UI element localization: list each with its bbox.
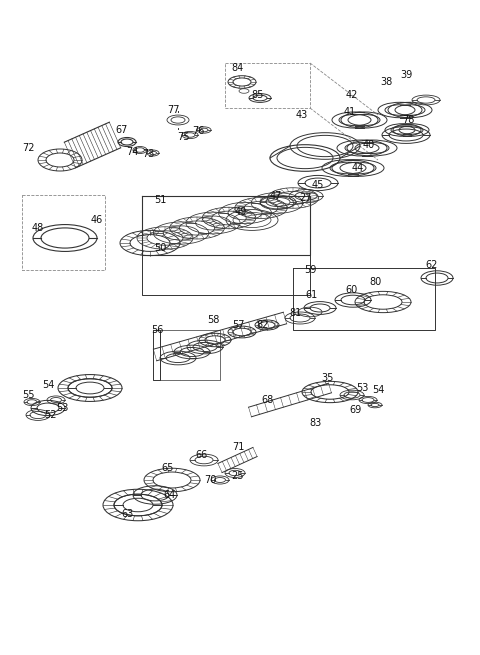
Text: 50: 50: [154, 243, 166, 253]
Text: 38: 38: [380, 77, 392, 87]
Text: 57: 57: [232, 320, 244, 330]
Text: 51: 51: [154, 195, 166, 205]
Text: 25: 25: [231, 471, 243, 481]
Text: 82: 82: [257, 320, 269, 330]
Text: 46: 46: [91, 215, 103, 225]
Text: 65: 65: [162, 463, 174, 473]
Text: 40: 40: [363, 140, 375, 150]
Text: 61: 61: [305, 290, 317, 300]
Text: 39: 39: [400, 70, 412, 80]
Text: 59: 59: [304, 265, 316, 275]
Text: 84: 84: [231, 63, 243, 73]
Text: 77: 77: [167, 105, 179, 115]
Text: 53: 53: [356, 383, 368, 393]
Text: 49: 49: [235, 207, 247, 217]
Text: 85: 85: [252, 90, 264, 100]
Text: 66: 66: [196, 450, 208, 460]
Text: 64: 64: [164, 490, 176, 500]
Text: 41: 41: [344, 107, 356, 117]
Text: 54: 54: [42, 380, 54, 390]
Text: 52: 52: [44, 410, 56, 420]
Text: 35: 35: [322, 373, 334, 383]
Text: 70: 70: [204, 475, 216, 485]
Text: 63: 63: [122, 509, 134, 519]
Text: 43: 43: [296, 110, 308, 120]
Text: 83: 83: [310, 418, 322, 428]
Text: 42: 42: [346, 90, 358, 100]
Text: 58: 58: [207, 315, 219, 325]
Text: 53: 53: [56, 403, 68, 413]
Text: 48: 48: [32, 223, 44, 233]
Text: 68: 68: [262, 395, 274, 405]
Text: 81: 81: [290, 308, 302, 318]
Text: 80: 80: [370, 277, 382, 287]
Text: 60: 60: [346, 285, 358, 295]
Text: 75: 75: [177, 132, 189, 142]
Text: 67: 67: [116, 125, 128, 135]
Text: 56: 56: [151, 325, 163, 335]
Text: 44: 44: [352, 163, 364, 173]
Text: 62: 62: [426, 260, 438, 270]
Text: 76: 76: [192, 126, 204, 136]
Text: 69: 69: [349, 405, 361, 415]
Text: 47: 47: [270, 191, 282, 201]
Text: 72: 72: [22, 143, 34, 153]
Text: 78: 78: [402, 115, 414, 125]
Text: 73: 73: [142, 149, 154, 159]
Text: 45: 45: [312, 180, 324, 190]
Text: 27: 27: [299, 193, 311, 203]
Text: 71: 71: [232, 442, 244, 452]
Text: 55: 55: [22, 390, 34, 400]
Text: 74: 74: [126, 147, 138, 157]
Text: 54: 54: [372, 385, 384, 395]
